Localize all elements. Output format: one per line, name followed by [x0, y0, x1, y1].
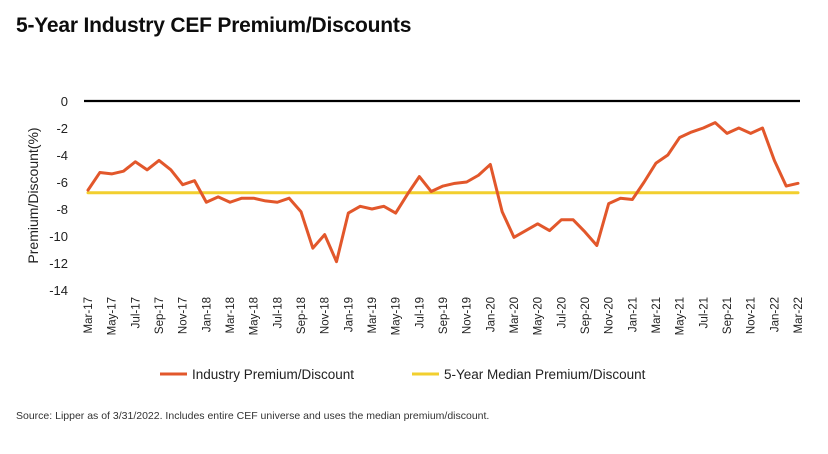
x-tick-label: Nov-19: [462, 297, 474, 334]
x-tick-label: Jul-18: [272, 297, 284, 328]
x-tick-label: May-21: [675, 297, 687, 335]
plot-lines: [84, 99, 800, 264]
x-tick-label: Sep-18: [296, 297, 308, 334]
y-tick-label: -12: [49, 256, 68, 271]
y-tick-label: -8: [56, 202, 68, 217]
x-tick-label: Sep-20: [580, 297, 592, 334]
x-tick-label: May-17: [107, 297, 119, 335]
x-tick-label: Jan-20: [485, 297, 497, 332]
x-tick-label: Mar-20: [509, 297, 521, 333]
x-axis: Mar-17 May-17 Jul-17 Sep-17 Nov-17 Jan-18 Mar-…: [83, 297, 805, 335]
x-tick-label: Jul-19: [414, 297, 426, 328]
x-tick-label: Sep-21: [722, 297, 734, 334]
x-tick-label: Nov-21: [746, 297, 758, 334]
source-note: Source: Lipper as of 3/31/2022. Includes…: [16, 410, 490, 422]
legend: Industry Premium/Discount 5-Year Median …: [160, 367, 646, 382]
x-tick-label: Mar-17: [83, 297, 95, 333]
chart-title: 5-Year Industry CEF Premium/Discounts: [16, 14, 412, 37]
y-tick-label: -4: [56, 148, 68, 163]
x-tick-label: Jul-21: [698, 297, 710, 328]
x-tick-label: May-20: [533, 297, 545, 335]
y-axis: 0 -2 -4 -6 -8 -10 -12 -14: [49, 94, 68, 298]
x-tick-label: Sep-19: [438, 297, 450, 334]
industry-premium-discount-line: [86, 121, 800, 264]
y-tick-label: -14: [49, 283, 68, 298]
x-tick-label: Jan-18: [201, 297, 213, 332]
legend-label-median: 5-Year Median Premium/Discount: [444, 367, 646, 382]
x-tick-label: Jan-19: [343, 297, 355, 332]
x-tick-label: May-18: [249, 297, 261, 335]
y-tick-label: -2: [56, 121, 68, 136]
x-tick-label: Nov-20: [604, 297, 616, 334]
legend-label-industry: Industry Premium/Discount: [192, 367, 354, 382]
x-tick-label: Jan-22: [769, 297, 781, 332]
x-tick-label: May-19: [391, 297, 403, 335]
x-tick-label: Jul-20: [556, 297, 568, 328]
x-tick-label: Nov-18: [320, 297, 332, 334]
x-tick-label: Mar-21: [651, 297, 663, 333]
x-tick-label: Mar-19: [367, 297, 379, 333]
x-tick-label: Mar-22: [793, 297, 805, 333]
y-tick-label: -10: [49, 229, 68, 244]
x-tick-label: Jan-21: [627, 297, 639, 332]
x-tick-label: Mar-18: [225, 297, 237, 333]
x-tick-label: Jul-17: [130, 297, 142, 328]
y-tick-label: 0: [61, 94, 68, 109]
x-tick-label: Sep-17: [154, 297, 166, 334]
y-tick-label: -6: [56, 175, 68, 190]
y-axis-label: Premium/Discount(%): [25, 127, 41, 263]
x-tick-label: Nov-17: [178, 297, 190, 334]
